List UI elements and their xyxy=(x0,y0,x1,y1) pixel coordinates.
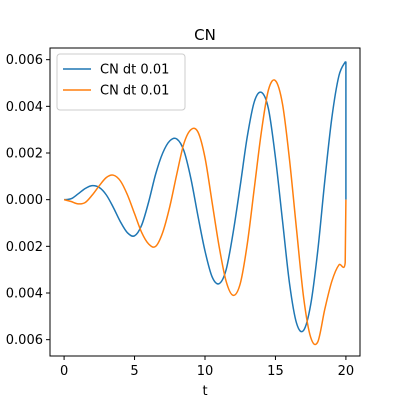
x-tick-label: 5 xyxy=(130,364,138,379)
y-tick-label: 0.000 xyxy=(6,193,43,208)
x-axis-ticks: 0 5 10 15 20 xyxy=(60,356,354,379)
x-tick-label: 20 xyxy=(338,364,355,379)
legend-entry-label: CN dt 0.01 xyxy=(100,63,169,78)
y-tick-label: 0.002 xyxy=(6,240,43,255)
legend-box xyxy=(56,53,186,111)
x-tick-label: 10 xyxy=(197,364,214,379)
series-layer xyxy=(63,61,347,346)
y-tick-label: 0.006 xyxy=(6,53,43,68)
series-line-2 xyxy=(63,79,347,346)
y-tick-label: 0.006 xyxy=(6,333,43,348)
x-tick-label: 0 xyxy=(60,364,68,379)
y-tick-label: 0.004 xyxy=(6,287,43,302)
x-tick-label: 15 xyxy=(267,364,284,379)
series-line-1 xyxy=(63,61,347,333)
x-axis-title: t xyxy=(202,384,207,399)
legend-entry-label: CN dt 0.01 xyxy=(100,84,169,99)
y-tick-label: 0.004 xyxy=(6,100,43,115)
legend: CN dt 0.01 CN dt 0.01 xyxy=(56,53,186,111)
y-axis-ticks: 0.006 0.004 0.002 0.000 0.002 0.004 0.006 xyxy=(6,53,50,348)
chart-title: CN xyxy=(194,26,216,44)
y-tick-label: 0.002 xyxy=(6,147,43,162)
plot-frame xyxy=(49,47,361,357)
